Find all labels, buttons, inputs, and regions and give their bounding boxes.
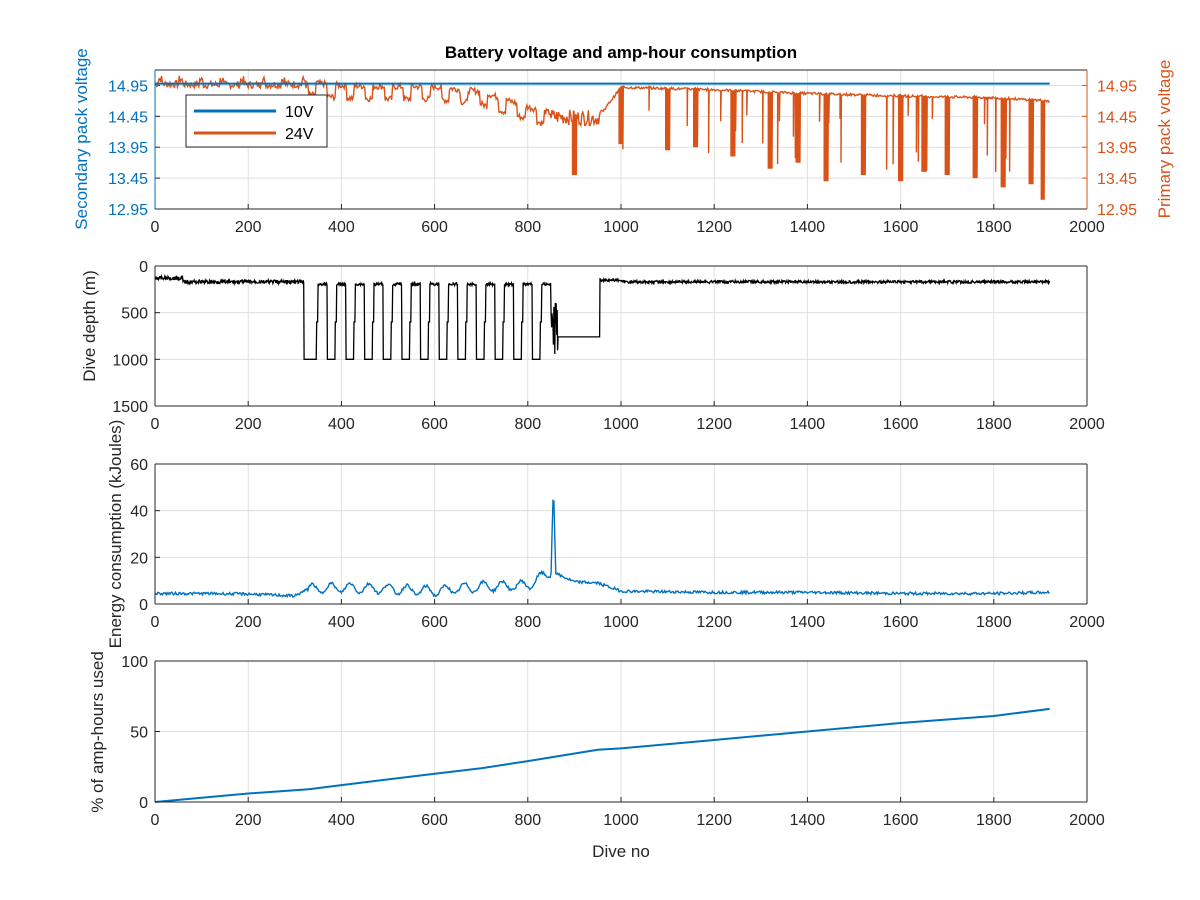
x-tick-label: 1200 xyxy=(696,219,732,236)
y-tick-label: 13.95 xyxy=(108,140,148,157)
y-right-tick-label: 12.95 xyxy=(1097,202,1137,219)
energy-line xyxy=(154,499,1050,599)
x-tick-label: 1000 xyxy=(603,416,639,433)
y-right-tick-label: 13.45 xyxy=(1097,171,1137,188)
x-tick-label: 1400 xyxy=(790,416,826,433)
y-tick-label: 0 xyxy=(139,795,148,812)
depth-line xyxy=(154,273,1051,360)
x-tick-label: 1200 xyxy=(696,614,732,631)
x-tick-label: 2000 xyxy=(1069,812,1105,829)
x-tick-label: 200 xyxy=(235,812,262,829)
x-tick-label: 1400 xyxy=(790,614,826,631)
x-tick-label: 1400 xyxy=(790,219,826,236)
y-tick-label: 14.45 xyxy=(108,109,148,126)
x-tick-label: 400 xyxy=(328,614,355,631)
y-tick-label: 100 xyxy=(121,654,148,671)
x-tick-label: 1600 xyxy=(883,416,919,433)
amp-hours-line xyxy=(154,707,1050,803)
y-tick-label: 60 xyxy=(130,457,148,474)
x-tick-label: 600 xyxy=(421,614,448,631)
x-tick-label: 0 xyxy=(151,614,160,631)
y-tick-label: 12.95 xyxy=(108,202,148,219)
y-right-tick-label: 13.95 xyxy=(1097,140,1137,157)
legend-label-24v: 24V xyxy=(285,126,314,143)
x-tick-label: 1800 xyxy=(976,812,1012,829)
x-tick-label: 2000 xyxy=(1069,416,1105,433)
y-tick-label: 20 xyxy=(130,550,148,567)
y-right-tick-label: 14.45 xyxy=(1097,109,1137,126)
x-tick-label: 0 xyxy=(151,416,160,433)
y-tick-label: 14.95 xyxy=(108,78,148,95)
x-tick-label: 600 xyxy=(421,812,448,829)
x-tick-label: 1400 xyxy=(790,812,826,829)
x-tick-label: 200 xyxy=(235,614,262,631)
x-tick-label: 1000 xyxy=(603,219,639,236)
x-tick-label: 2000 xyxy=(1069,219,1105,236)
x-tick-label: 1600 xyxy=(883,219,919,236)
y-right-tick-label: 14.95 xyxy=(1097,78,1137,95)
x-tick-label: 600 xyxy=(421,416,448,433)
x-tick-label: 800 xyxy=(514,812,541,829)
x-tick-label: 1600 xyxy=(883,614,919,631)
x-tick-label: 400 xyxy=(328,416,355,433)
legend-label-10v: 10V xyxy=(285,104,314,121)
y-axis-label-right: Primary pack voltage xyxy=(1155,60,1174,219)
y-tick-label: 1000 xyxy=(112,352,148,369)
y-tick-label: 500 xyxy=(121,306,148,323)
y-tick-label: 0 xyxy=(139,259,148,276)
x-tick-label: 800 xyxy=(514,614,541,631)
panel-3: 0 200 400 600 800 1000 1200 1400 1600 1800 2000 0 20… xyxy=(130,457,1105,631)
x-tick-label: 1000 xyxy=(603,614,639,631)
x-tick-label: 1600 xyxy=(883,812,919,829)
legend-box xyxy=(185,94,328,148)
x-tick-label: 800 xyxy=(514,219,541,236)
y-tick-label: 1500 xyxy=(112,399,148,416)
panel-4: 0 200 400 600 800 1000 1200 1400 1600 1800 2000 0 50… xyxy=(121,654,1105,829)
y-axis-label: % of amp-hours used xyxy=(88,651,107,813)
x-tick-label: 1200 xyxy=(696,416,732,433)
y-axis-label: Energy consumption (kJoules) xyxy=(106,420,125,649)
x-tick-label: 1800 xyxy=(976,416,1012,433)
panel-1: 0 200 400 600 800 1000 1200 1400 1600 1800 200012.… xyxy=(108,69,1137,236)
y-tick-label: 50 xyxy=(130,725,148,742)
chart-title: Battery voltage and amp-hour consumption xyxy=(445,43,797,62)
x-tick-label: 1200 xyxy=(696,812,732,829)
x-tick-label: 1000 xyxy=(603,812,639,829)
x-tick-label: 1800 xyxy=(976,614,1012,631)
x-tick-label: 2000 xyxy=(1069,614,1105,631)
x-tick-label: 400 xyxy=(328,219,355,236)
series-24v-line xyxy=(154,74,1050,200)
x-tick-label: 1800 xyxy=(976,219,1012,236)
y-tick-label: 0 xyxy=(139,597,148,614)
x-tick-label: 600 xyxy=(421,219,448,236)
panel-2: 0 200 400 600 800 1000 1200 1400 1600 1800 2000 0 50… xyxy=(112,259,1104,433)
y-tick-label: 40 xyxy=(130,504,148,521)
x-tick-label: 0 xyxy=(151,812,160,829)
x-tick-label: 200 xyxy=(235,416,262,433)
x-axis-label: Dive no xyxy=(592,842,650,861)
y-axis-label: Dive depth (m) xyxy=(80,270,99,381)
y-axis-label-left: Secondary pack voltage xyxy=(72,48,91,229)
x-tick-label: 400 xyxy=(328,812,355,829)
y-tick-label: 13.45 xyxy=(108,171,148,188)
x-tick-label: 200 xyxy=(235,219,262,236)
x-tick-label: 800 xyxy=(514,416,541,433)
x-tick-label: 0 xyxy=(151,219,160,236)
